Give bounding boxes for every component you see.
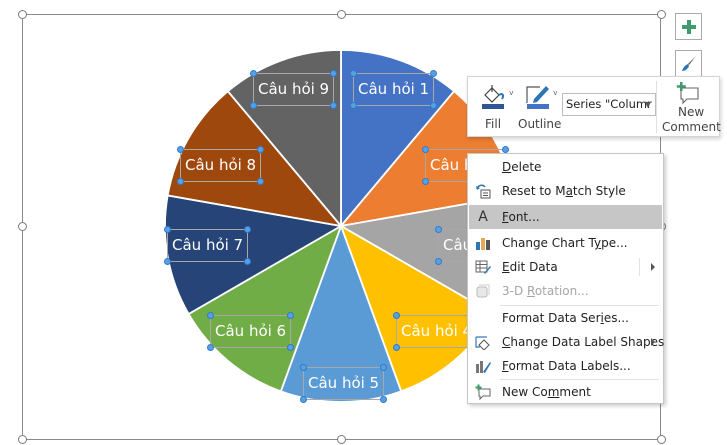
context-menu: Delete Reset to Match Style A Font... Ch… [467,153,664,404]
font-icon: A [478,209,488,225]
submenu-arrow-icon [651,263,655,271]
menu-item-change-chart-type[interactable]: Change Chart Type... [469,231,662,255]
plus-icon [681,19,696,34]
series-selector-dropdown[interactable]: Series "Columr ▼ [562,93,656,116]
label-handle[interactable] [330,102,338,109]
menu-item-edit-data[interactable]: Edit Data [469,255,662,279]
label-handle[interactable] [207,312,214,319]
label-shape-icon [475,334,491,350]
data-label-5[interactable]: Câu hỏi 5 [300,364,388,403]
label-handle[interactable] [393,312,400,319]
chart-styles-button[interactable] [675,50,702,77]
outline-pen-icon [526,86,549,109]
label-handle[interactable] [422,146,429,153]
resize-handle-bottom-right[interactable] [657,435,666,444]
menu-divider [500,379,659,380]
fill-button[interactable]: ˅ Fill [478,81,518,135]
label-handle[interactable] [250,102,257,109]
reset-style-icon [475,183,491,199]
label-handle[interactable] [435,258,442,265]
label-handle[interactable] [380,396,388,403]
menu-divider [500,305,659,306]
label-handle[interactable] [250,70,257,77]
pie-slice-8[interactable] [166,89,344,228]
menu-item-font[interactable]: A Font... [469,205,662,229]
label-handle[interactable] [244,226,252,233]
label-handle[interactable] [422,178,429,185]
label-handle[interactable] [164,226,171,233]
label-handle[interactable] [207,344,214,351]
chevron-down-icon: ▼ [644,100,651,109]
label-handle[interactable] [350,70,357,77]
label-handle[interactable] [177,146,184,153]
new-comment-icon [676,82,699,105]
outline-button[interactable]: ˅ Outline [518,81,562,135]
bar-chart-icon [475,235,491,251]
pie-slice-6[interactable] [187,223,343,393]
label-handle[interactable] [177,178,184,185]
menu-item-format-data-labels[interactable]: Format Data Labels... [469,354,662,378]
label-handle[interactable] [350,102,357,109]
label-handle[interactable] [244,258,252,265]
resize-handle-top-right[interactable] [657,10,666,19]
new-comment-button[interactable]: New Comment [658,79,721,135]
pie-slice-9[interactable] [226,49,342,229]
label-handle[interactable] [430,102,438,109]
label-handle[interactable] [300,364,307,371]
resize-handle-left[interactable] [18,222,27,231]
pie-slice-1[interactable] [340,49,456,229]
menu-item-3d-rotation: 3-D Rotation... [469,279,662,303]
label-handle[interactable] [435,226,442,233]
label-handle[interactable] [330,70,338,77]
label-handle[interactable] [380,364,388,371]
data-label-6[interactable]: Câu hỏi 6 [207,312,295,351]
format-labels-icon [475,358,491,374]
data-label-9[interactable]: Câu hỏi 9 [250,70,338,109]
label-handle[interactable] [164,258,171,265]
data-label-1[interactable]: Câu hỏi 1 [350,70,438,109]
label-handle[interactable] [393,344,400,351]
label-handle[interactable] [502,146,510,153]
edit-data-icon [475,259,491,275]
fill-dropdown-icon[interactable]: ˅ [509,89,514,98]
new-comment-icon [475,384,491,400]
outline-dropdown-icon[interactable]: ˅ [553,89,558,98]
label-handle[interactable] [430,70,438,77]
paintbrush-icon [681,55,696,71]
mini-toolbar: ˅ Fill ˅ Outline Series "Columr ▼ New Co… [467,76,721,137]
label-handle[interactable] [300,396,307,403]
menu-item-new-comment[interactable]: New Comment [469,380,662,404]
toolbar-divider [656,81,657,133]
submenu-arrow-icon [651,338,655,346]
data-label-7[interactable]: Câu hỏi 7 [164,226,252,265]
menu-item-delete[interactable]: Delete [502,160,542,174]
label-handle[interactable] [257,146,265,153]
menu-item-format-data-series[interactable]: Format Data Series... [502,311,629,325]
chart-elements-button[interactable] [675,13,702,40]
resize-handle-bottom[interactable] [337,435,346,444]
pie-slice-5[interactable] [279,223,403,403]
label-handle[interactable] [287,312,295,319]
resize-handle-top[interactable] [337,10,346,19]
label-handle[interactable] [257,178,265,185]
resize-handle-bottom-left[interactable] [18,435,27,444]
data-label-8[interactable]: Câu hỏi 8 [177,146,265,185]
resize-handle-top-left[interactable] [18,10,27,19]
fill-bucket-icon [482,85,504,109]
label-handle[interactable] [287,344,295,351]
menu-item-change-data-label-shapes[interactable]: Change Data Label Shapes [469,330,664,354]
cube-icon [475,283,491,299]
menu-item-reset-to-match-style[interactable]: Reset to Match Style [469,179,662,203]
data-label-4[interactable]: Câu hỏi 4 [393,312,481,351]
